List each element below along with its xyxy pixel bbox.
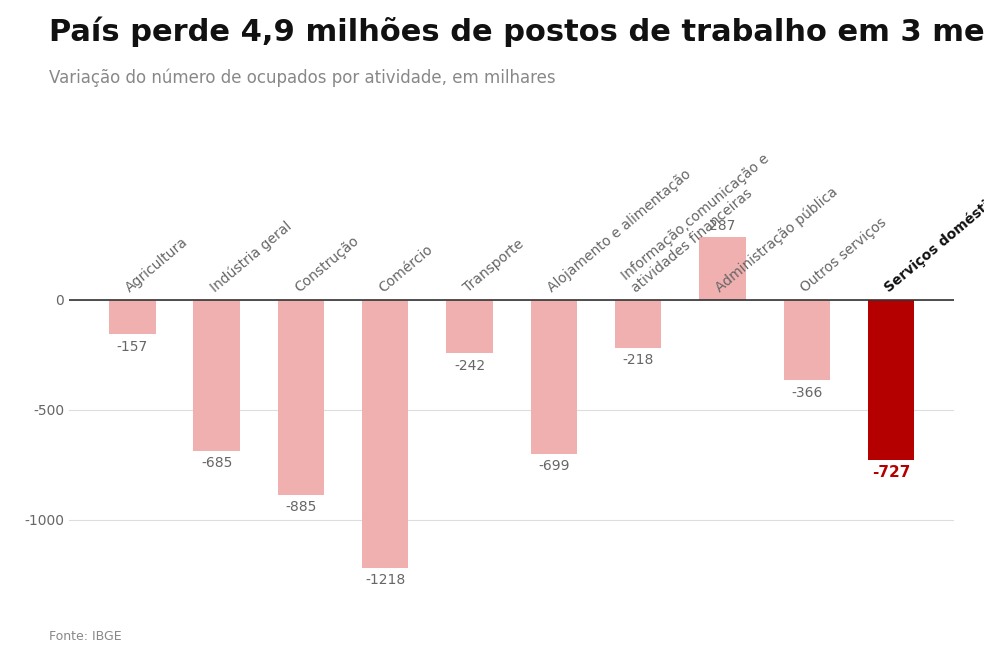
Text: -885: -885 xyxy=(285,500,317,514)
Bar xyxy=(530,300,577,454)
Text: Fonte: IBGE: Fonte: IBGE xyxy=(49,630,122,643)
Text: Indústria geral: Indústria geral xyxy=(208,219,294,295)
Text: Informação,comunicação e
atividades financeiras: Informação,comunicação e atividades fina… xyxy=(619,152,782,295)
Text: Construção: Construção xyxy=(292,234,361,295)
Text: Transporte: Transporte xyxy=(461,237,526,295)
Text: Serviços domésticos: Serviços domésticos xyxy=(882,182,984,295)
Text: Comércio: Comércio xyxy=(376,242,436,295)
Text: Administração pública: Administração pública xyxy=(713,185,841,295)
Text: 287: 287 xyxy=(709,218,736,233)
Text: -366: -366 xyxy=(791,386,823,400)
Bar xyxy=(447,300,493,353)
Bar xyxy=(109,300,155,335)
Text: -218: -218 xyxy=(623,354,653,367)
Text: -1218: -1218 xyxy=(365,573,405,587)
Text: -242: -242 xyxy=(454,359,485,373)
Bar xyxy=(362,300,408,568)
Text: -685: -685 xyxy=(201,456,232,470)
Bar xyxy=(194,300,240,451)
Bar xyxy=(277,300,324,495)
Bar xyxy=(868,300,914,460)
Bar xyxy=(615,300,661,348)
Text: Variação do número de ocupados por atividade, em milhares: Variação do número de ocupados por ativi… xyxy=(49,69,556,87)
Text: País perde 4,9 milhões de postos de trabalho em 3 meses: País perde 4,9 milhões de postos de trab… xyxy=(49,16,984,47)
Bar xyxy=(783,300,830,380)
Text: Agricultura: Agricultura xyxy=(123,236,191,295)
Bar xyxy=(700,237,746,300)
Text: -157: -157 xyxy=(117,340,148,354)
Text: -699: -699 xyxy=(538,459,570,473)
Text: -727: -727 xyxy=(872,465,910,480)
Text: Alojamento e alimentação: Alojamento e alimentação xyxy=(545,167,694,295)
Text: Outros serviços: Outros serviços xyxy=(798,216,889,295)
